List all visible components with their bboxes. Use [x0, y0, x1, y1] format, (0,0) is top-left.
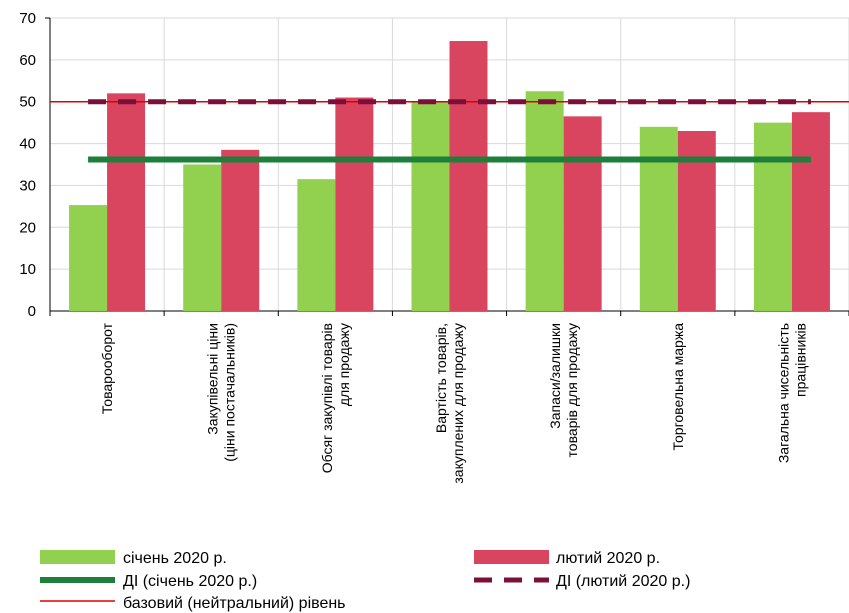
legend-swatch-jan: [40, 550, 115, 564]
bar-jan-1: [183, 164, 222, 311]
legend-label-di-jan: ДІ (січень 2020 р.): [123, 573, 257, 590]
bar-feb-3: [449, 41, 488, 312]
reference-lines: [50, 99, 849, 163]
legend-label-feb: лютий 2020 р.: [556, 550, 660, 567]
category-label-2: Обсяг закупівлі товарів: [319, 323, 335, 473]
legend: січень 2020 р. лютий 2020 р. ДІ (січень …: [40, 550, 690, 612]
bar-feb-1: [221, 149, 260, 311]
y-tick-labels: 0 10 20 30 40 50 60 70: [19, 10, 36, 320]
bar-feb-4: [563, 116, 602, 311]
category-label-4: Запаси/залишки: [547, 323, 563, 429]
legend-label-jan: січень 2020 р.: [123, 550, 227, 567]
bar-feb-2: [335, 97, 374, 312]
category-label-1: Закупівельні ціни: [205, 323, 221, 435]
legend-swatch-feb: [474, 550, 549, 564]
category-label-3: Вартість товарів,: [433, 323, 449, 433]
y-tick-label: 0: [28, 303, 36, 320]
category-label-4: товарів для продажу: [564, 323, 580, 457]
y-tick-label: 20: [19, 219, 36, 236]
bar-jan-3: [411, 101, 450, 311]
y-tick-label: 30: [19, 177, 36, 194]
category-label-2: для продажу: [336, 323, 352, 406]
category-label-6: Загальна чисельність: [775, 323, 791, 463]
y-tick-label: 60: [19, 52, 36, 69]
bar-feb-0: [107, 93, 146, 311]
bar-jan-5: [639, 126, 678, 311]
bar-jan-6: [753, 122, 792, 312]
legend-label-baseline: базовий (нейтральний) рівень: [123, 595, 346, 612]
bar-feb-6: [791, 112, 830, 311]
y-tick-label: 50: [19, 94, 36, 111]
bars: [69, 41, 830, 312]
category-label-0: Товарооборот: [99, 322, 115, 414]
y-tick-label: 40: [19, 136, 36, 153]
y-tick-label: 10: [19, 261, 36, 278]
bar-jan-4: [525, 91, 564, 311]
category-label-3: закуплених для продажу: [450, 323, 466, 484]
category-label-5: Торговельна маржа: [670, 323, 686, 451]
bar-jan-2: [297, 179, 336, 311]
bar-jan-0: [69, 205, 108, 311]
category-labels: Товарооборот Закупівельні ціни (ціни поста…: [99, 322, 808, 483]
y-tick-label: 70: [19, 10, 36, 27]
legend-label-di-feb: ДІ (лютий 2020 р.): [556, 573, 690, 590]
category-label-1: (ціни постачальників): [222, 323, 238, 462]
category-label-6: працівників: [792, 323, 808, 397]
